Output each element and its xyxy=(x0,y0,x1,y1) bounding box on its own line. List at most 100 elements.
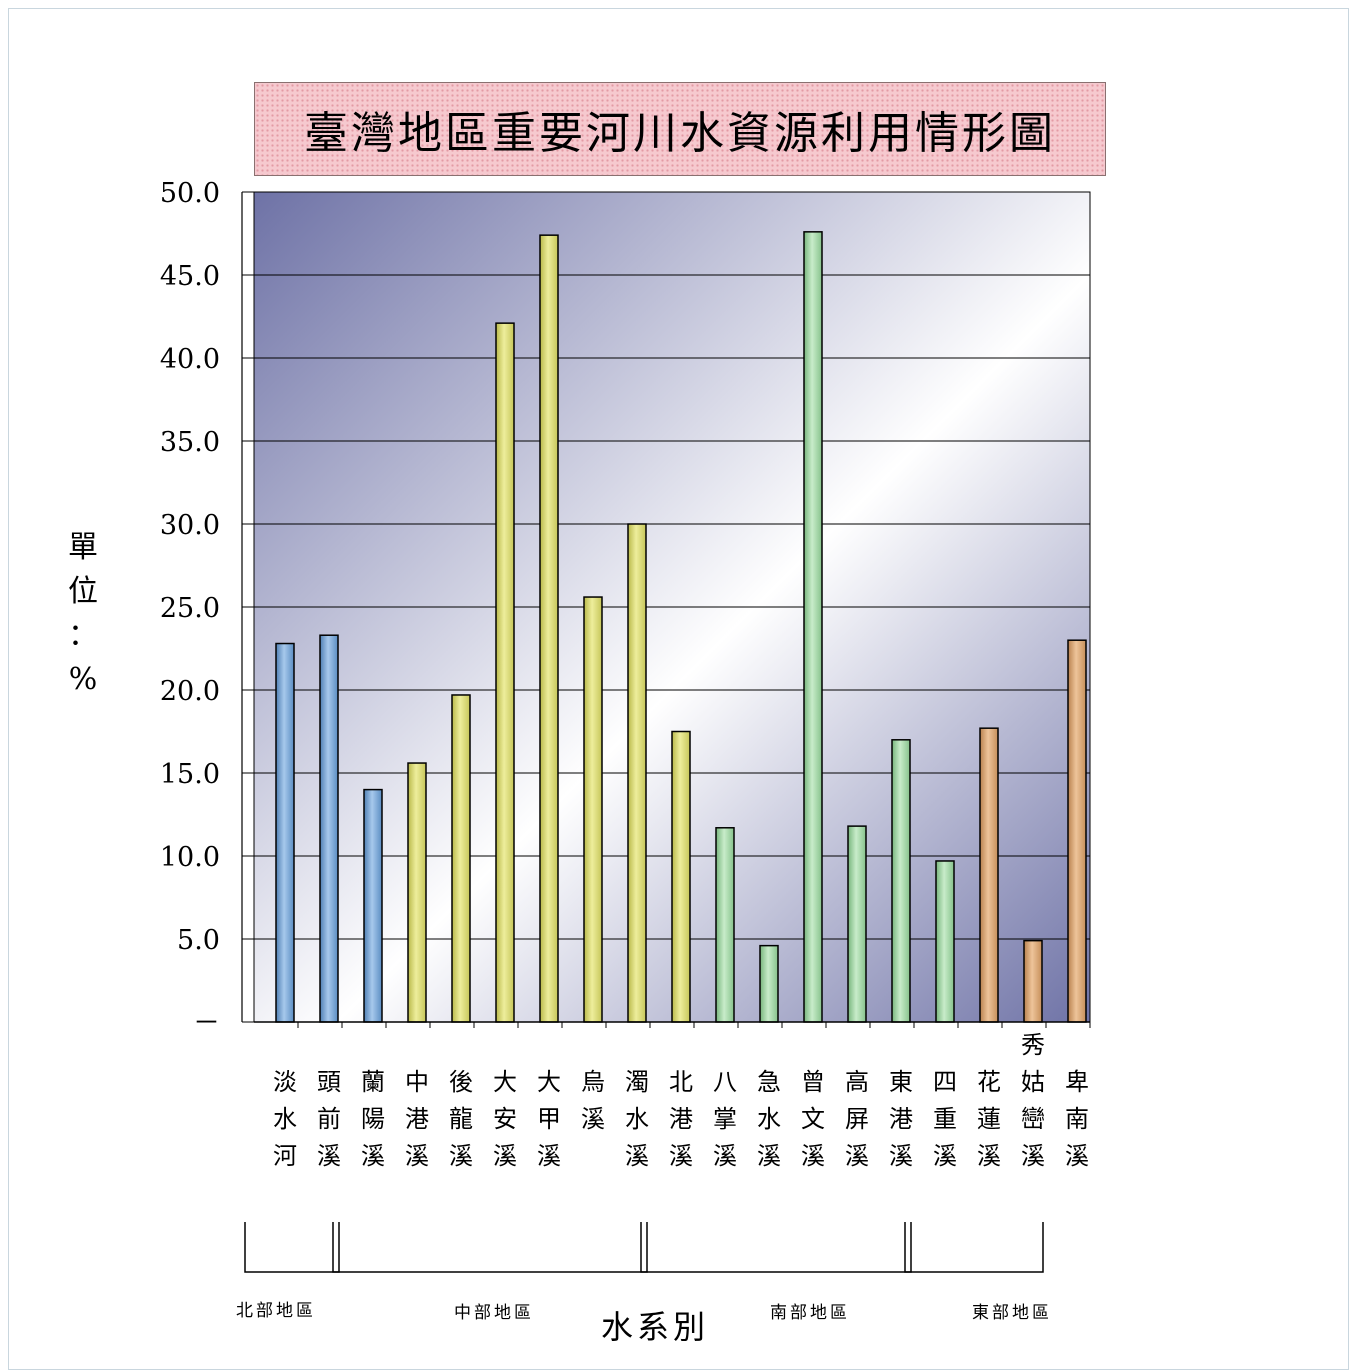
y-tick-label: 15.0 xyxy=(160,759,220,790)
x-tick-label-char: 陽 xyxy=(361,1105,385,1133)
x-tick-label-char: 前 xyxy=(317,1105,341,1133)
bar xyxy=(715,827,735,1023)
y-tick-label: 45.0 xyxy=(160,261,220,292)
bar xyxy=(407,762,427,1023)
x-tick-label-char: 溪 xyxy=(889,1142,913,1170)
x-tick-label-char: 溪 xyxy=(581,1105,605,1133)
y-axis-label-char: ： xyxy=(68,618,98,653)
bar xyxy=(1023,939,1043,1023)
x-tick-label-char: 溪 xyxy=(801,1142,825,1170)
x-tick-label-char: 溪 xyxy=(1021,1142,1045,1170)
x-tick-label-char: 溪 xyxy=(757,1142,781,1170)
y-tick-label: 20.0 xyxy=(160,676,220,707)
y-axis-label-char: % xyxy=(68,662,98,697)
x-tick-label-char: 濁 xyxy=(625,1068,649,1096)
x-tick-label-char: 溪 xyxy=(317,1142,341,1170)
x-tick-label-char: 曾 xyxy=(801,1068,825,1096)
x-tick-label-char: 大 xyxy=(493,1068,517,1096)
page-frame xyxy=(8,8,1349,1370)
x-tick-label: 八掌溪 xyxy=(713,1068,737,1170)
y-tick-label: 50.0 xyxy=(160,178,220,209)
x-tick-label-char: 溪 xyxy=(493,1142,517,1170)
region-label: 南部地區 xyxy=(770,1303,850,1323)
y-axis-label-char: 位 xyxy=(68,574,98,609)
bar xyxy=(495,322,515,1023)
x-tick-label: 北港溪 xyxy=(669,1068,693,1170)
x-tick-label-char: 高 xyxy=(845,1068,869,1096)
x-tick-label-char: 四 xyxy=(933,1068,957,1096)
x-tick-label-char: 龍 xyxy=(449,1105,473,1133)
y-tick-label: － xyxy=(193,1008,220,1039)
x-tick-label: 中港溪 xyxy=(405,1068,429,1170)
y-tick-label: 30.0 xyxy=(160,510,220,541)
bar xyxy=(451,694,471,1023)
x-tick-label-char: 急 xyxy=(757,1068,781,1096)
region-bracket xyxy=(332,1222,648,1273)
bar xyxy=(583,596,603,1023)
x-tick-label-char: 卑 xyxy=(1065,1068,1089,1096)
x-tick-label-char: 水 xyxy=(273,1105,297,1133)
x-tick-label-char: 溪 xyxy=(537,1142,561,1170)
x-tick-label-char: 水 xyxy=(757,1105,781,1133)
x-tick-label-char: 重 xyxy=(933,1105,957,1133)
x-tick-label: 頭前溪 xyxy=(317,1068,341,1170)
x-tick-label-char: 文 xyxy=(801,1105,825,1133)
region-label: 中部地區 xyxy=(454,1303,534,1323)
y-tick-label: 40.0 xyxy=(160,344,220,375)
x-tick-label-char: 溪 xyxy=(713,1142,737,1170)
x-tick-label-char: 淡 xyxy=(273,1068,297,1096)
x-tick-label-char: 後 xyxy=(449,1068,473,1096)
x-tick-label: 急水溪 xyxy=(757,1068,781,1170)
x-tick-label: 後龍溪 xyxy=(449,1068,473,1170)
x-tick-label: 花蓮溪 xyxy=(977,1068,1001,1170)
region-bracket xyxy=(244,1222,340,1273)
x-tick-label: 曾文溪 xyxy=(801,1068,825,1170)
y-tick-label: 35.0 xyxy=(160,427,220,458)
x-tick-label-char: 港 xyxy=(889,1105,913,1133)
bar xyxy=(803,231,823,1023)
bar xyxy=(979,727,999,1023)
region-label: 東部地區 xyxy=(972,1303,1052,1323)
x-tick-label-char: 蘭 xyxy=(361,1068,385,1096)
x-tick-label-char: 巒 xyxy=(1021,1105,1045,1133)
x-tick-label: 卑南溪 xyxy=(1065,1068,1089,1170)
x-tick-label-char: 水 xyxy=(625,1105,649,1133)
x-tick-label-char: 北 xyxy=(669,1068,693,1096)
bar xyxy=(627,523,647,1023)
x-tick-label-char: 甲 xyxy=(537,1105,561,1133)
x-tick-label-char: 溪 xyxy=(669,1142,693,1170)
x-tick-label-char: 溪 xyxy=(449,1142,473,1170)
x-tick-label-char: 花 xyxy=(977,1068,1001,1096)
x-tick-label-char: 掌 xyxy=(713,1105,737,1133)
x-tick-label-char: 溪 xyxy=(977,1142,1001,1170)
x-tick-label: 高屏溪 xyxy=(845,1068,869,1170)
x-tick-label: 四重溪 xyxy=(933,1068,957,1170)
x-tick-label-char: 溪 xyxy=(845,1142,869,1170)
region-bracket xyxy=(640,1222,912,1273)
x-tick-labels: 淡水河頭前溪蘭陽溪中港溪後龍溪大安溪大甲溪烏溪濁水溪北港溪八掌溪急水溪曾文溪高屏… xyxy=(254,1021,1091,1170)
x-tick-label-char: 東 xyxy=(889,1068,913,1096)
x-tick-label-char: 溪 xyxy=(361,1142,385,1170)
bar xyxy=(275,642,295,1023)
x-tick-label-char: 溪 xyxy=(933,1142,957,1170)
x-tick-label-char: 頭 xyxy=(317,1068,341,1096)
y-tick-label: 10.0 xyxy=(160,842,220,873)
x-tick-label: 東港溪 xyxy=(889,1068,913,1170)
y-axis: － 5.0 10.0 15.0 20.0 25.0 30.0 35.0 40.0 45.0 50.0 xyxy=(160,178,254,1039)
bar xyxy=(847,825,867,1023)
x-tick-label: 蘭陽溪 xyxy=(361,1068,385,1170)
x-tick-label-char: 烏 xyxy=(581,1068,605,1096)
x-tick-label-char: 秀 xyxy=(1021,1031,1045,1059)
bar xyxy=(671,730,691,1023)
chart-title: 臺灣地區重要河川水資源利用情形圖 xyxy=(254,82,1106,176)
x-tick-label: 大安溪 xyxy=(493,1068,517,1170)
x-tick-label: 濁水溪 xyxy=(625,1068,649,1170)
x-tick-label-char: 南 xyxy=(1065,1105,1089,1133)
x-tick-label-char: 溪 xyxy=(625,1142,649,1170)
y-axis-label: 單位 ：% xyxy=(60,526,106,702)
region-bracket xyxy=(904,1222,1044,1273)
x-tick-label-char: 港 xyxy=(405,1105,429,1133)
region-brackets xyxy=(244,1222,1044,1273)
